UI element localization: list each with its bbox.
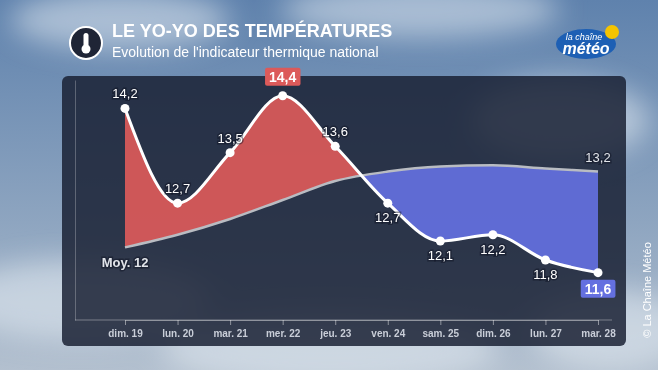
x-tick-mark xyxy=(335,320,336,325)
icon-bulb xyxy=(82,45,91,54)
point xyxy=(383,199,392,208)
x-tick: lun. 20 xyxy=(162,320,194,339)
data-labels: 14,2 12,7 13,5 14,4 13,6 12,7 12,1 12,2 11,8 11,6… xyxy=(102,68,616,298)
normal-label: Moy. 12 xyxy=(102,255,149,270)
clouds xyxy=(0,0,658,370)
x-axis: dim. 19 lun. 20 mar. 21 mer. 22 jeu. 23 ven. … xyxy=(108,320,616,339)
x-tick: dim. 19 xyxy=(108,320,143,339)
data-label: 12,7 xyxy=(375,210,400,225)
point xyxy=(541,256,550,265)
x-baseline xyxy=(75,320,612,321)
data-label: 12,1 xyxy=(428,248,453,263)
data-label: 14,2 xyxy=(112,86,137,101)
x-tick-label: ven. 24 xyxy=(371,328,405,339)
area-below xyxy=(125,96,598,273)
x-tick-mark xyxy=(493,320,494,325)
x-tick-mark xyxy=(230,320,231,325)
x-tick: dim. 26 xyxy=(476,320,511,339)
x-tick-mark xyxy=(125,320,126,325)
logo: la chaînemétéo xyxy=(556,25,619,59)
data-label: 13,6 xyxy=(323,124,348,139)
data-label: 11,6 xyxy=(585,281,612,297)
min-label: 11,6 xyxy=(581,280,616,298)
point xyxy=(436,237,445,246)
x-tick-label: mar. 28 xyxy=(581,328,616,339)
point xyxy=(594,268,603,277)
point xyxy=(121,104,130,113)
x-tick-label: lun. 20 xyxy=(162,328,194,339)
point xyxy=(488,230,497,239)
x-tick: sam. 25 xyxy=(422,320,459,339)
point xyxy=(278,91,287,100)
x-tick-mark xyxy=(440,320,441,325)
y-axis-line xyxy=(75,81,76,321)
y-axis xyxy=(75,81,76,321)
label-box xyxy=(581,280,616,298)
panel xyxy=(62,76,626,346)
x-tick-label: dim. 26 xyxy=(476,328,511,339)
x-tick-mark xyxy=(388,320,389,325)
plot-marks xyxy=(121,91,603,277)
x-tick: jeu. 23 xyxy=(319,320,352,339)
line-series-0 xyxy=(125,96,598,273)
normal-label: 13,2 xyxy=(585,150,610,165)
x-tick-mark xyxy=(283,320,284,325)
label-box xyxy=(265,68,300,86)
x-axis-line xyxy=(126,320,599,321)
logo-text: météo xyxy=(562,40,609,57)
x-tick-mark xyxy=(545,320,546,325)
x-tick: ven. 24 xyxy=(371,320,405,339)
x-tick-label: jeu. 23 xyxy=(319,328,352,339)
point xyxy=(226,148,235,157)
x-tick: mer. 22 xyxy=(266,320,301,339)
subtitle: Evolution de l'indicateur thermique nati… xyxy=(112,44,379,60)
data-label: 14,4 xyxy=(269,69,296,85)
x-tick-mark xyxy=(178,320,179,325)
x-tick-label: lun. 27 xyxy=(530,328,562,339)
point xyxy=(173,199,182,208)
x-tick-label: mar. 21 xyxy=(213,328,248,339)
data-label: 11,8 xyxy=(533,267,557,282)
title-icon xyxy=(70,27,102,59)
x-tick-label: sam. 25 xyxy=(422,328,459,339)
max-label: 14,4 xyxy=(265,68,300,86)
x-tick: lun. 27 xyxy=(530,320,562,339)
x-tick-mark xyxy=(598,320,599,325)
x-tick-label: dim. 19 xyxy=(108,328,143,339)
title: LE YO-YO DES TEMPÉRATURES xyxy=(112,20,392,41)
background xyxy=(0,0,658,370)
data-label: 12,7 xyxy=(165,181,190,196)
logo-sun xyxy=(605,25,619,39)
point xyxy=(331,142,340,151)
icon-circle xyxy=(70,27,102,59)
x-tick-label: mer. 22 xyxy=(266,328,301,339)
area-above xyxy=(125,96,598,273)
data-label: 12,2 xyxy=(480,242,505,257)
data-label: 13,5 xyxy=(217,131,242,146)
credit: © La Chaîne Météo xyxy=(641,242,653,338)
x-tick: mar. 21 xyxy=(213,320,248,339)
x-tick: mar. 28 xyxy=(581,320,616,339)
chart-svg: LE YO-YO DES TEMPÉRATURES Evolution de l'… xyxy=(0,0,658,370)
chart-root: LE YO-YO DES TEMPÉRATURES Evolution de l'… xyxy=(0,0,658,370)
